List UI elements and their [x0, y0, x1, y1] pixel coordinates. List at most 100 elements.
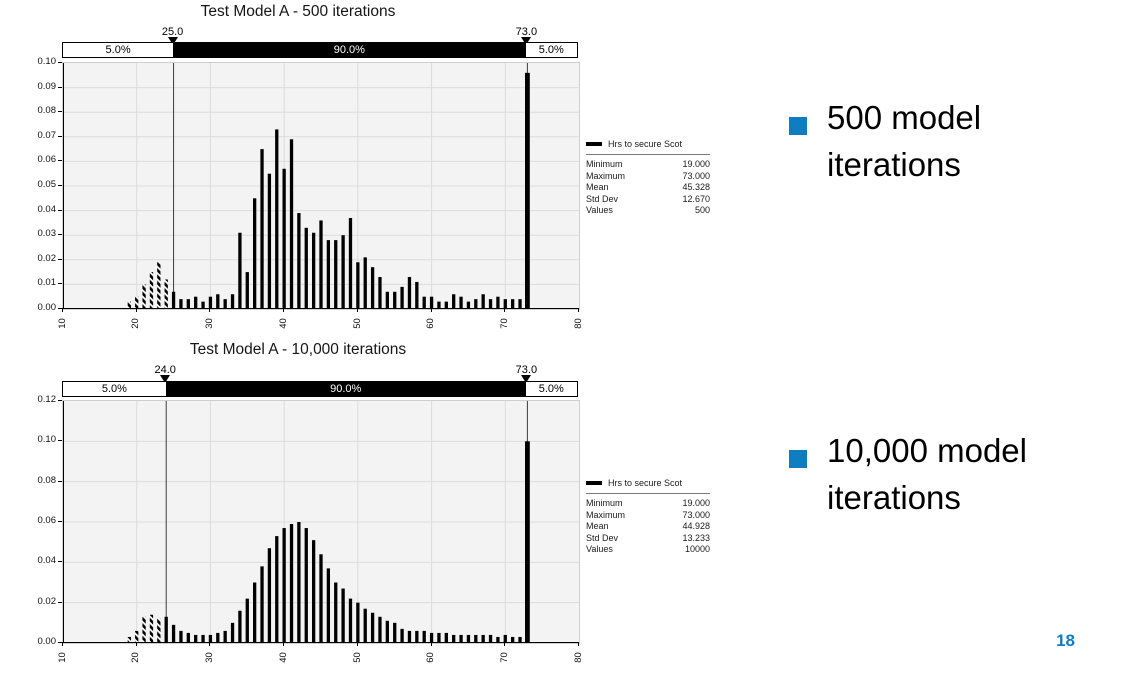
x-axis-tick-label: 50 — [351, 317, 363, 329]
stat-label: Values — [586, 544, 613, 555]
stats-row: Std Dev 12.670 — [586, 194, 710, 206]
y-axis-tick-mark — [58, 234, 62, 236]
stat-value: 12.670 — [682, 193, 710, 204]
y-axis-tick-mark — [58, 258, 62, 260]
stat-value: 10000 — [684, 544, 710, 555]
y-axis-tick-mark — [58, 400, 62, 401]
stat-label: Minimum — [586, 498, 623, 508]
y-axis-tick-label: 0.00 — [37, 302, 57, 313]
x-axis-tick-label: 80 — [572, 651, 584, 663]
legend-entry: Hrs to secure Scot — [586, 139, 710, 149]
x-axis-tick-mark — [504, 642, 506, 646]
left-delimiter-marker-icon — [167, 37, 178, 45]
page-number: 18 — [1056, 631, 1075, 650]
x-axis-tick-label: 30 — [203, 317, 215, 329]
stats-row: Maximum 73.000 — [586, 171, 710, 183]
right-delimiter-marker-icon — [521, 375, 532, 383]
legend-entry: Hrs to secure Scot — [586, 478, 710, 488]
stat-label: Mean — [586, 182, 609, 193]
y-axis-tick-mark — [58, 185, 62, 186]
stats-row: Maximum 73.000 — [586, 510, 710, 522]
x-axis-tick-mark — [578, 308, 579, 312]
stat-label: Std Dev — [586, 193, 619, 204]
x-axis-tick-mark — [430, 642, 432, 646]
y-axis-tick-label: 0.10 — [37, 56, 57, 67]
x-axis-tick-mark — [209, 308, 211, 312]
y-axis-tick-mark — [58, 521, 62, 522]
stats-row: Mean 44.928 — [586, 521, 710, 533]
y-axis-tick-label: 0.02 — [37, 595, 57, 607]
y-axis-tick-mark — [58, 209, 62, 211]
y-axis-tick-label: 0.02 — [37, 252, 57, 264]
stat-value: 13.233 — [682, 532, 710, 543]
chart-title: Test Model A - 10,000 iterations — [189, 341, 407, 358]
right-delimiter-value-label: 73.0 — [515, 26, 538, 38]
stats-row: Values 500 — [586, 205, 710, 217]
x-axis-tick-mark — [283, 308, 285, 312]
y-axis-tick-label: 0.08 — [37, 474, 57, 486]
x-axis-tick-mark — [62, 642, 63, 646]
y-axis-tick-label: 0.04 — [37, 203, 57, 215]
stats-row: Mean 45.328 — [586, 182, 710, 194]
y-axis-tick-mark — [58, 86, 62, 88]
right-delimiter-value-label: 73.0 — [515, 364, 538, 376]
stats-row: Values 10000 — [586, 544, 710, 556]
stats-row: Std Dev 13.233 — [586, 533, 710, 545]
x-axis-tick-label: 60 — [425, 651, 437, 663]
bullet-label: 10,000 model iterations — [827, 432, 1027, 516]
probability-band-bar: 5.0% 90.0% 5.0% — [62, 42, 578, 58]
histogram-plot — [62, 400, 580, 644]
band-mid-percent: 90.0% — [173, 43, 526, 57]
stat-label: Mean — [586, 521, 609, 532]
series-label: Hrs to secure Scot — [608, 478, 683, 488]
y-axis-tick-mark — [58, 440, 62, 442]
y-axis-tick-mark — [58, 308, 62, 309]
x-axis-tick-label: 60 — [425, 317, 437, 329]
y-axis-tick-mark — [58, 283, 62, 285]
y-axis-tick-mark — [58, 480, 62, 482]
y-axis-tick-label: 0.03 — [37, 228, 57, 240]
stat-label: Maximum — [586, 509, 626, 520]
series-label: Hrs to secure Scot — [608, 139, 683, 149]
x-axis-tick-mark — [578, 642, 579, 646]
y-axis-tick-label: 0.04 — [37, 555, 57, 567]
y-axis-tick-label: 0.06 — [37, 515, 57, 526]
stat-value: 73.000 — [682, 170, 710, 181]
stat-label: Std Dev — [586, 532, 619, 543]
x-axis-tick-label: 10 — [56, 317, 68, 329]
separator — [586, 493, 710, 494]
stats-table: Minimum 19.000 Maximum 73.000 Mean 45.328 Std … — [586, 159, 710, 217]
x-axis-tick-label: 30 — [203, 651, 215, 663]
bullet-label: 500 model iterations — [827, 99, 982, 183]
y-axis-tick-mark — [58, 160, 62, 162]
y-axis-tick-label: 0.00 — [37, 636, 57, 647]
x-axis-tick-label: 80 — [572, 317, 584, 329]
probability-band-bar: 5.0% 90.0% 5.0% — [62, 381, 578, 397]
x-axis-tick-mark — [283, 642, 285, 646]
stat-value: 19.000 — [682, 498, 710, 508]
x-axis-tick-mark — [356, 642, 358, 646]
separator — [586, 154, 710, 155]
stat-label: Minimum — [586, 159, 623, 169]
stats-panel: Hrs to secure Scot Minimum 19.000 Maximum 7… — [586, 478, 710, 556]
series-swatch-icon — [586, 481, 602, 485]
series-swatch-icon — [586, 142, 602, 146]
stat-label: Maximum — [586, 170, 626, 181]
band-left-percent: 5.0% — [63, 43, 174, 57]
y-axis-tick-mark — [58, 111, 62, 113]
x-axis-tick-label: 20 — [130, 317, 142, 329]
y-axis-tick-label: 0.01 — [37, 277, 57, 289]
x-axis-tick-label: 20 — [130, 651, 142, 663]
y-axis-tick-mark — [58, 561, 62, 563]
band-right-percent: 5.0% — [525, 43, 577, 57]
stat-value: 73.000 — [682, 509, 710, 520]
band-mid-percent: 90.0% — [165, 382, 526, 396]
x-axis-tick-label: 10 — [56, 651, 68, 663]
y-axis-tick-label: 0.09 — [37, 80, 57, 92]
x-axis-tick-label: 70 — [498, 651, 510, 663]
stat-value: 500 — [694, 205, 710, 216]
stats-row: Minimum 19.000 — [586, 498, 710, 510]
band-left-percent: 5.0% — [63, 382, 166, 396]
x-axis-tick-label: 50 — [351, 651, 363, 663]
